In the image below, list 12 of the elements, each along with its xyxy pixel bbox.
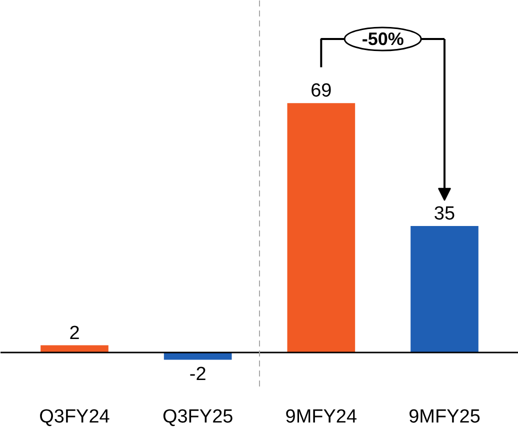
x-tick-label: 9MFY24 [285, 406, 358, 428]
bar [287, 103, 356, 352]
x-tick-label: 9MFY25 [408, 406, 480, 428]
data-label: 2 [69, 322, 80, 344]
bar [164, 352, 232, 360]
data-label: 35 [434, 204, 456, 225]
data-label: -2 [189, 364, 206, 386]
x-tick-label: Q3FY25 [162, 406, 234, 428]
bar [410, 226, 478, 352]
text: -50% [362, 28, 404, 49]
x-tick-label: Q3FY24 [39, 406, 110, 428]
data-label: 69 [310, 80, 332, 102]
